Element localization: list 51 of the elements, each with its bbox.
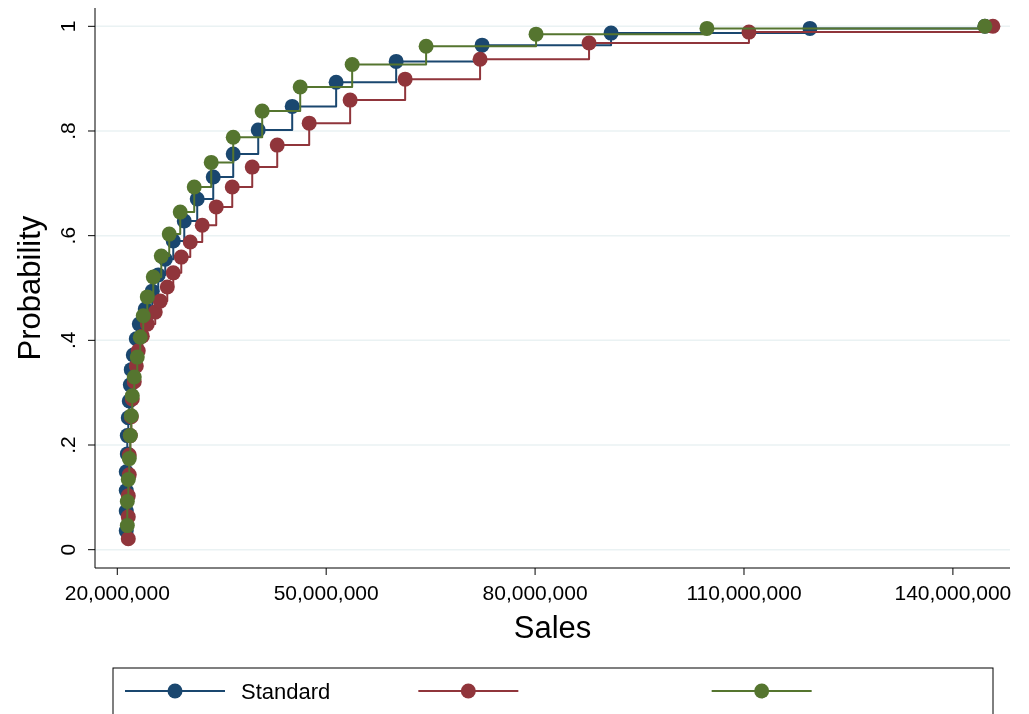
point	[173, 249, 189, 265]
point	[172, 204, 188, 220]
point	[161, 226, 177, 242]
y-tick-label: .4	[56, 331, 79, 350]
point	[418, 38, 434, 54]
y-tick-label: 1	[56, 20, 79, 33]
x-tick-label: 50,000,000	[273, 581, 379, 604]
point	[344, 57, 360, 73]
point	[120, 472, 136, 488]
legend-label: Standard	[241, 679, 331, 704]
point	[292, 79, 308, 95]
point	[119, 494, 135, 510]
point	[165, 265, 181, 281]
point	[397, 71, 413, 87]
y-tick-label: .6	[56, 226, 79, 245]
point	[145, 269, 161, 285]
point	[159, 279, 175, 295]
point	[152, 293, 168, 309]
point	[194, 217, 210, 233]
point	[528, 26, 544, 42]
point	[121, 451, 137, 467]
point	[342, 92, 358, 108]
point	[224, 179, 240, 195]
x-tick-label: 80,000,000	[482, 581, 588, 604]
y-tick-label: 0	[56, 543, 79, 556]
point	[186, 179, 202, 195]
point	[254, 103, 270, 119]
point	[153, 248, 169, 264]
point	[126, 369, 142, 385]
point	[269, 137, 285, 153]
point	[225, 129, 241, 145]
x-tick-label: 110,000,000	[686, 581, 802, 604]
point	[119, 518, 135, 534]
point	[301, 115, 317, 131]
x-tick-label: 140,000,000	[894, 581, 1012, 604]
x-axis-title: Sales	[513, 610, 592, 645]
point	[139, 289, 155, 305]
y-tick-label: .2	[56, 436, 79, 454]
point	[182, 234, 198, 250]
point	[129, 349, 145, 365]
point	[244, 159, 260, 175]
point	[581, 35, 597, 51]
x-tick-label: 20,000,000	[64, 581, 170, 604]
point	[135, 308, 151, 324]
y-axis-title: Probability	[12, 215, 47, 361]
point	[203, 154, 219, 170]
y-tick-label: .8	[56, 122, 79, 140]
point	[699, 20, 715, 36]
point	[472, 51, 488, 67]
point	[120, 531, 136, 547]
point	[208, 199, 224, 215]
